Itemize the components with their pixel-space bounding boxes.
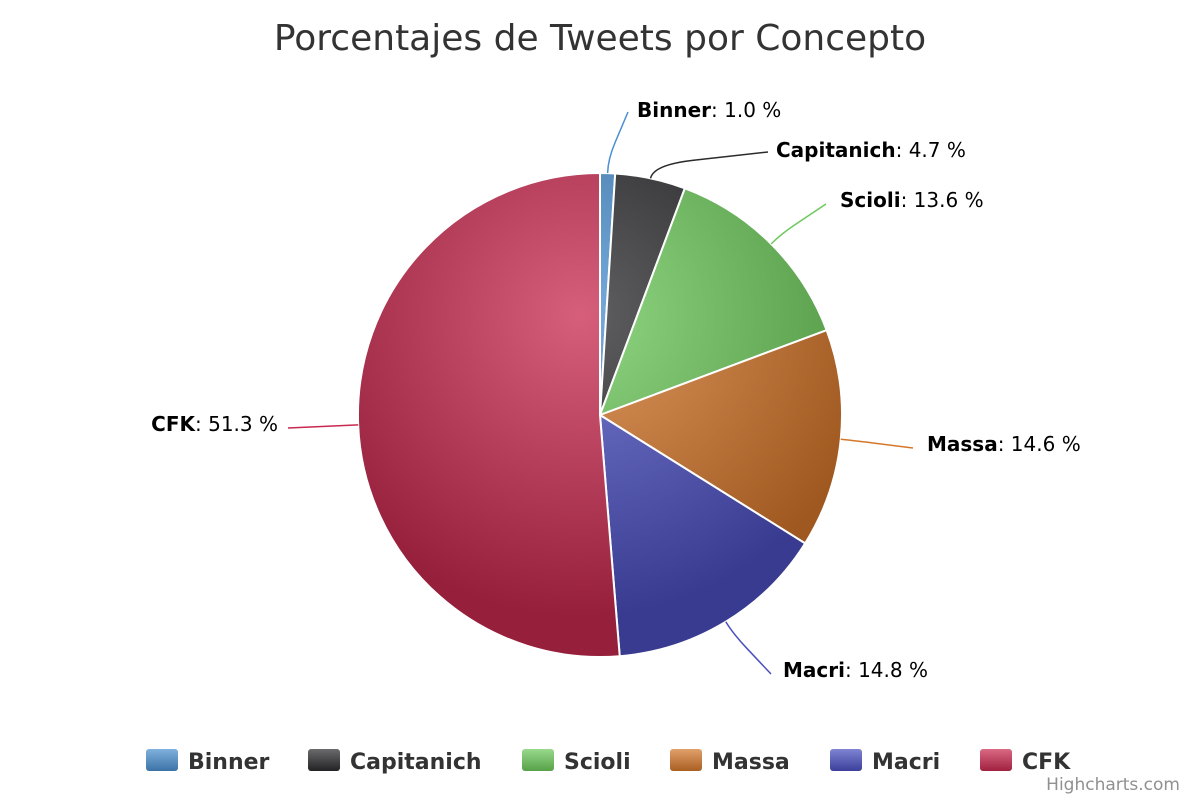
data-label-name: CFK bbox=[151, 412, 196, 436]
legend-label: CFK bbox=[1022, 750, 1071, 775]
data-label-value: : 4.7 % bbox=[896, 138, 966, 162]
legend-item-binner[interactable]: Binner bbox=[146, 749, 270, 775]
credits-text[interactable]: Highcharts.com bbox=[1046, 775, 1180, 795]
chart-title: Porcentajes de Tweets por Concepto bbox=[274, 18, 926, 59]
data-label-value: : 14.6 % bbox=[998, 432, 1081, 456]
pie-slice-cfk[interactable] bbox=[356, 172, 621, 658]
data-label-cfk: CFK: 51.3 % bbox=[151, 412, 278, 436]
data-labels: Binner: 1.0 % Capitanich: 4.7 % Scioli: 13… bbox=[151, 98, 1081, 682]
legend-swatch bbox=[980, 749, 1012, 771]
data-label-binner: Binner: 1.0 % bbox=[637, 98, 781, 122]
legend-item-macri[interactable]: Macri bbox=[830, 749, 940, 775]
pie-slice-macri[interactable] bbox=[599, 414, 807, 658]
data-label-capitanich: Capitanich: 4.7 % bbox=[776, 138, 966, 162]
data-label-massa: Massa: 14.6 % bbox=[927, 432, 1081, 456]
pie-slices bbox=[356, 172, 844, 658]
data-label-value: : 1.0 % bbox=[711, 98, 781, 122]
data-label-name: Capitanich bbox=[776, 138, 896, 162]
legend-swatch bbox=[670, 749, 702, 771]
legend-swatch bbox=[146, 749, 178, 771]
legend-label: Binner bbox=[188, 750, 270, 775]
connector-scioli bbox=[770, 203, 827, 245]
legend-label: Macri bbox=[872, 750, 940, 775]
connector-capitanich bbox=[649, 151, 769, 179]
data-label-name: Scioli bbox=[840, 188, 901, 212]
legend-label: Capitanich bbox=[350, 750, 482, 775]
legend-item-capitanich[interactable]: Capitanich bbox=[308, 749, 482, 775]
legend-item-massa[interactable]: Massa bbox=[670, 749, 790, 775]
connector-cfk bbox=[287, 424, 359, 429]
data-label-value: : 14.8 % bbox=[845, 658, 928, 682]
legend-item-cfk[interactable]: CFK bbox=[980, 749, 1071, 775]
data-label-scioli: Scioli: 13.6 % bbox=[840, 188, 984, 212]
connector-macri bbox=[725, 621, 772, 675]
connector-binner bbox=[606, 111, 629, 174]
data-label-name: Binner bbox=[637, 98, 711, 122]
legend-swatch bbox=[308, 749, 340, 771]
data-label-value: : 13.6 % bbox=[901, 188, 984, 212]
data-label-connectors bbox=[287, 111, 914, 675]
data-label-macri: Macri: 14.8 % bbox=[783, 658, 928, 682]
data-label-name: Massa bbox=[927, 432, 998, 456]
legend-item-scioli[interactable]: Scioli bbox=[522, 749, 631, 775]
data-label-name: Macri bbox=[783, 658, 845, 682]
legend-label: Scioli bbox=[564, 750, 631, 775]
legend-label: Massa bbox=[712, 750, 790, 775]
data-label-value: : 51.3 % bbox=[195, 412, 278, 436]
legend-swatch bbox=[830, 749, 862, 771]
legend-swatch bbox=[522, 749, 554, 771]
legend: Binner Capitanich Scioli Massa Macri CFK bbox=[146, 749, 1071, 775]
connector-massa bbox=[840, 438, 914, 449]
